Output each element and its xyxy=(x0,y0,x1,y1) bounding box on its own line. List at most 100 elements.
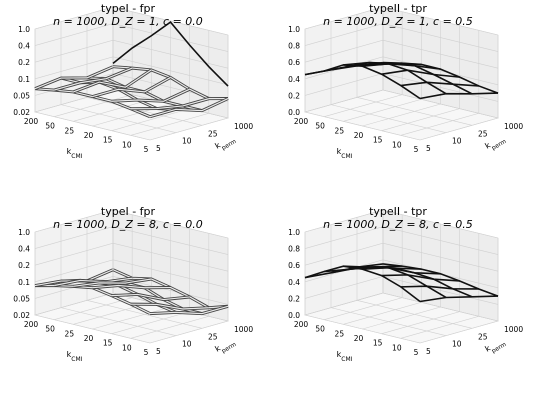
x-tick-label: 15 xyxy=(103,339,113,348)
x-tick-label: 15 xyxy=(373,136,383,145)
x-tick-label: 15 xyxy=(373,339,383,348)
chart-subtitle: n = 1000, D_Z = 1, c = 0.0 xyxy=(53,15,203,28)
surface-col-line-inner xyxy=(92,76,171,98)
surface-col-line-inner xyxy=(130,98,209,110)
x-axis-label: kCMI xyxy=(67,350,83,363)
y-tick-label: 5 xyxy=(426,347,431,356)
surface-col-line xyxy=(343,61,422,66)
z-tick-label: 0.8 xyxy=(288,42,300,51)
y-gridline xyxy=(382,7,499,119)
surface-col-line xyxy=(419,92,499,100)
x-tick-label: 10 xyxy=(392,140,402,149)
z-tick-label: 0.4 xyxy=(288,278,300,287)
z-tick-label: 0.6 xyxy=(288,261,300,270)
z-tick-label: 0.05 xyxy=(13,91,30,100)
z-tick-label: 0.4 xyxy=(288,75,300,84)
x-tick-label: 10 xyxy=(122,343,132,352)
x-tick-label: 5 xyxy=(414,348,419,357)
y-gridline xyxy=(60,21,177,133)
surface-col-line xyxy=(381,69,460,78)
z-tick-label: 0.02 xyxy=(13,108,30,117)
x-tick-label: 5 xyxy=(144,145,149,154)
surface-col-line-inner xyxy=(130,303,209,310)
z-tick-label: 0.05 xyxy=(13,294,30,303)
surface-col-line-inner xyxy=(111,88,190,102)
y-gridline xyxy=(330,21,447,133)
z-tick-label: 0.4 xyxy=(18,42,30,51)
z-tick-label: 0.2 xyxy=(288,294,300,303)
x-tick-label: 50 xyxy=(315,122,325,131)
x-tick-label: 15 xyxy=(103,136,113,145)
z-tick-label: 0.4 xyxy=(18,245,30,254)
x-tick-label: 20 xyxy=(354,131,364,140)
y-tick-label: 5 xyxy=(426,144,431,153)
y-tick-label: 1000 xyxy=(234,325,253,334)
chart-subtitle: n = 1000, D_Z = 8, c = 0.5 xyxy=(323,218,473,231)
chart-title: typeI - fpr xyxy=(101,2,156,15)
x-tick-label: 50 xyxy=(45,122,55,131)
chart-subtitle: n = 1000, D_Z = 1, c = 0.5 xyxy=(323,15,473,28)
x-tick-label: 25 xyxy=(65,126,75,135)
x-tick-label: 50 xyxy=(315,325,325,334)
x-tick-label: 20 xyxy=(354,334,364,343)
surface-col-line-inner xyxy=(54,277,133,287)
y-tick-label: 25 xyxy=(478,332,488,341)
surface-col-line-inner xyxy=(54,67,133,91)
surface-col-line xyxy=(419,295,499,303)
z-tick-label: 1.0 xyxy=(18,25,30,34)
y-tick-label: 10 xyxy=(452,137,462,146)
x-tick-label: 25 xyxy=(65,329,75,338)
y-tick-label: 1000 xyxy=(234,122,253,131)
z-tick-label: 0.0 xyxy=(288,311,300,320)
x-tick-label: 10 xyxy=(122,140,132,149)
x-tick-label: 10 xyxy=(392,343,402,352)
x-tick-label: 200 xyxy=(294,117,309,126)
surface-col-line-inner xyxy=(149,98,229,118)
y-tick-label: 1000 xyxy=(504,325,523,334)
y-gridline xyxy=(382,210,499,322)
x-axis-label: kCMI xyxy=(337,350,353,363)
y-gridline xyxy=(60,224,177,336)
y-gridline xyxy=(330,224,447,336)
surface-col-line xyxy=(362,266,441,275)
x-tick-label: 5 xyxy=(144,348,149,357)
y-gridline xyxy=(304,232,421,344)
surface-col-line xyxy=(362,63,441,70)
chart-title: typeII - tpr xyxy=(369,2,427,15)
z-tick-label: 0.1 xyxy=(18,75,30,84)
y-tick-label: 5 xyxy=(156,347,161,356)
x-tick-label: 200 xyxy=(24,320,39,329)
surface-col-line-inner xyxy=(73,69,152,93)
y-gridline xyxy=(304,29,421,141)
surface-peak-line xyxy=(112,21,229,87)
x-axis-label: kCMI xyxy=(337,147,353,160)
x-axis-label: kCMI xyxy=(67,147,83,160)
z-tick-label: 0.1 xyxy=(18,278,30,287)
x-tick-label: 20 xyxy=(84,131,94,140)
chart-subtitle: n = 1000, D_Z = 8, c = 0.0 xyxy=(53,218,203,231)
surface-col-line-inner xyxy=(92,284,171,289)
y-tick-label: 1000 xyxy=(504,122,523,131)
surface-col-line xyxy=(324,265,403,273)
y-gridline xyxy=(34,29,151,141)
x-tick-label: 25 xyxy=(335,126,345,135)
y-tick-label: 25 xyxy=(208,332,218,341)
x-tick-label: 200 xyxy=(24,117,39,126)
z-tick-label: 1.0 xyxy=(288,25,300,34)
chart-title: typeI - fpr xyxy=(101,205,156,218)
x-tick-label: 50 xyxy=(45,325,55,334)
surface-col-line-inner xyxy=(149,305,229,315)
y-gridline xyxy=(356,217,473,329)
y-gridline xyxy=(86,217,203,329)
z-tick-label: 0.6 xyxy=(288,58,300,67)
surface-col-line-inner xyxy=(34,66,114,90)
z-tick-label: 0.2 xyxy=(288,91,300,100)
z-tick-label: 0.2 xyxy=(18,261,30,270)
x-tick-label: 5 xyxy=(414,145,419,154)
x-tick-label: 200 xyxy=(294,320,309,329)
y-gridline xyxy=(356,14,473,126)
y-gridline xyxy=(34,232,151,344)
